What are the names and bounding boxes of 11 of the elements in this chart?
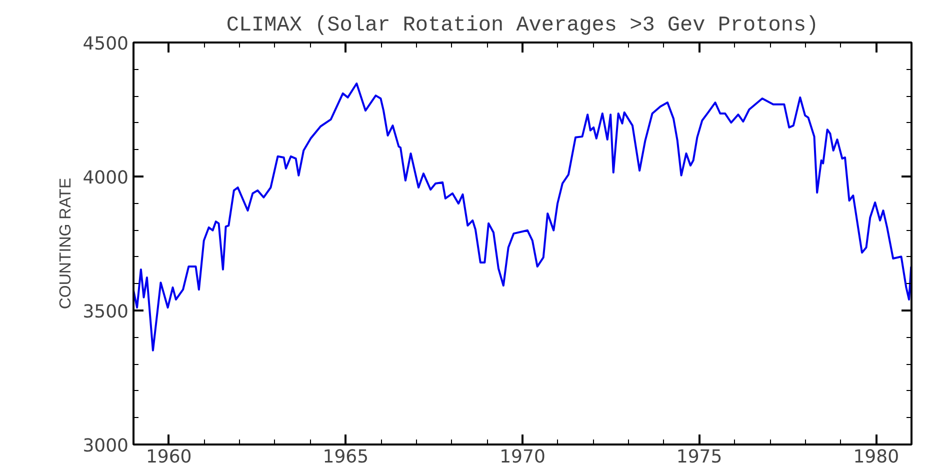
y-axis-title: COUNTING RATE bbox=[58, 178, 75, 310]
x-tick-label: 1960 bbox=[146, 446, 192, 468]
x-tick-label: 1965 bbox=[322, 446, 369, 468]
chart-title: CLIMAX (Solar Rotation Averages >3 Gev Protons) bbox=[226, 14, 819, 38]
x-tick-label: 1980 bbox=[853, 446, 900, 468]
y-tick-label: 3500 bbox=[82, 302, 129, 322]
y-tick-label: 4000 bbox=[82, 168, 129, 188]
x-tick-label: 1975 bbox=[676, 446, 722, 468]
y-tick-label: 4500 bbox=[82, 34, 129, 54]
x-tick-label: 1970 bbox=[500, 446, 546, 468]
y-tick-label: 3000 bbox=[82, 436, 129, 456]
